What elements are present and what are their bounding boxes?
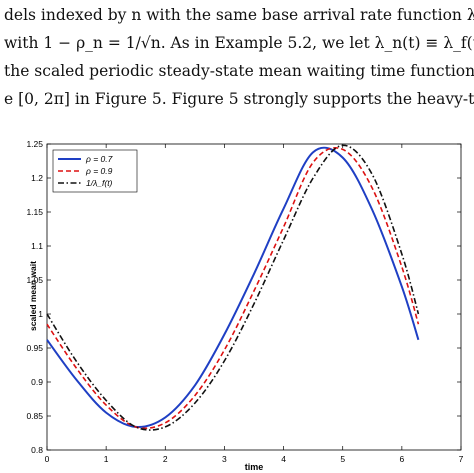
- text-line-1: dels indexed by n with the same base arr…: [4, 6, 474, 24]
- x-tick-label: 4: [281, 454, 286, 464]
- series-line-1: [46, 146, 420, 429]
- x-tick-label: 0: [45, 454, 50, 464]
- y-tick-label: 1.05: [26, 275, 43, 285]
- text-line-2: with 1 − ρ_n = 1/√n. As in Example 5.2, …: [4, 34, 474, 52]
- x-tick-label: 3: [222, 454, 227, 464]
- y-tick-label: 0.8: [31, 445, 43, 455]
- x-tick-label: 7: [459, 454, 464, 464]
- x-tick-label: 6: [399, 454, 404, 464]
- axis-ticks: 0 1 2 3 4 5 6 7 0.8 0.85 0.9 0.95 1 1.05 1.1 1.15 1.2 1.2…: [26, 139, 463, 464]
- text-line-3: the scaled periodic steady-state mean wa…: [4, 62, 474, 80]
- paper-text: dels indexed by n with the same base arr…: [0, 0, 474, 112]
- x-axis-label: time: [245, 462, 264, 472]
- line-chart: 0 1 2 3 4 5 6 7 0.8 0.85 0.9 0.95 1 1.05 1.1 1.15 1.2 1.2…: [26, 139, 463, 472]
- y-tick-label: 1.15: [26, 207, 43, 217]
- legend-label: ρ = 0.9: [85, 166, 113, 176]
- series-lines: [46, 144, 420, 431]
- plot-area: [46, 143, 462, 451]
- x-tick-label: 1: [104, 454, 109, 464]
- x-tick-label: 5: [340, 454, 345, 464]
- series-line-3: [46, 144, 420, 431]
- legend: ρ = 0.7 ρ = 0.9 1/λ_f(t): [52, 149, 138, 193]
- y-tick-label: 1.2: [31, 173, 43, 183]
- legend-label: 1/λ_f(t): [86, 178, 113, 188]
- y-tick-label: 1.1: [31, 241, 43, 251]
- y-tick-label: 1: [38, 309, 43, 319]
- y-tick-label: 0.95: [26, 343, 43, 353]
- x-tick-label: 2: [163, 454, 168, 464]
- y-tick-label: 1.25: [26, 139, 43, 149]
- y-tick-label: 0.9: [31, 377, 43, 387]
- y-axis-label: scaled mean wait: [28, 261, 38, 331]
- text-line-4: e [0, 2π] in Figure 5. Figure 5 strongly…: [4, 90, 474, 108]
- series-line-2: [46, 146, 420, 430]
- plot-frame: [46, 143, 462, 451]
- legend-label: ρ = 0.7: [85, 154, 113, 164]
- y-tick-label: 0.85: [26, 411, 43, 421]
